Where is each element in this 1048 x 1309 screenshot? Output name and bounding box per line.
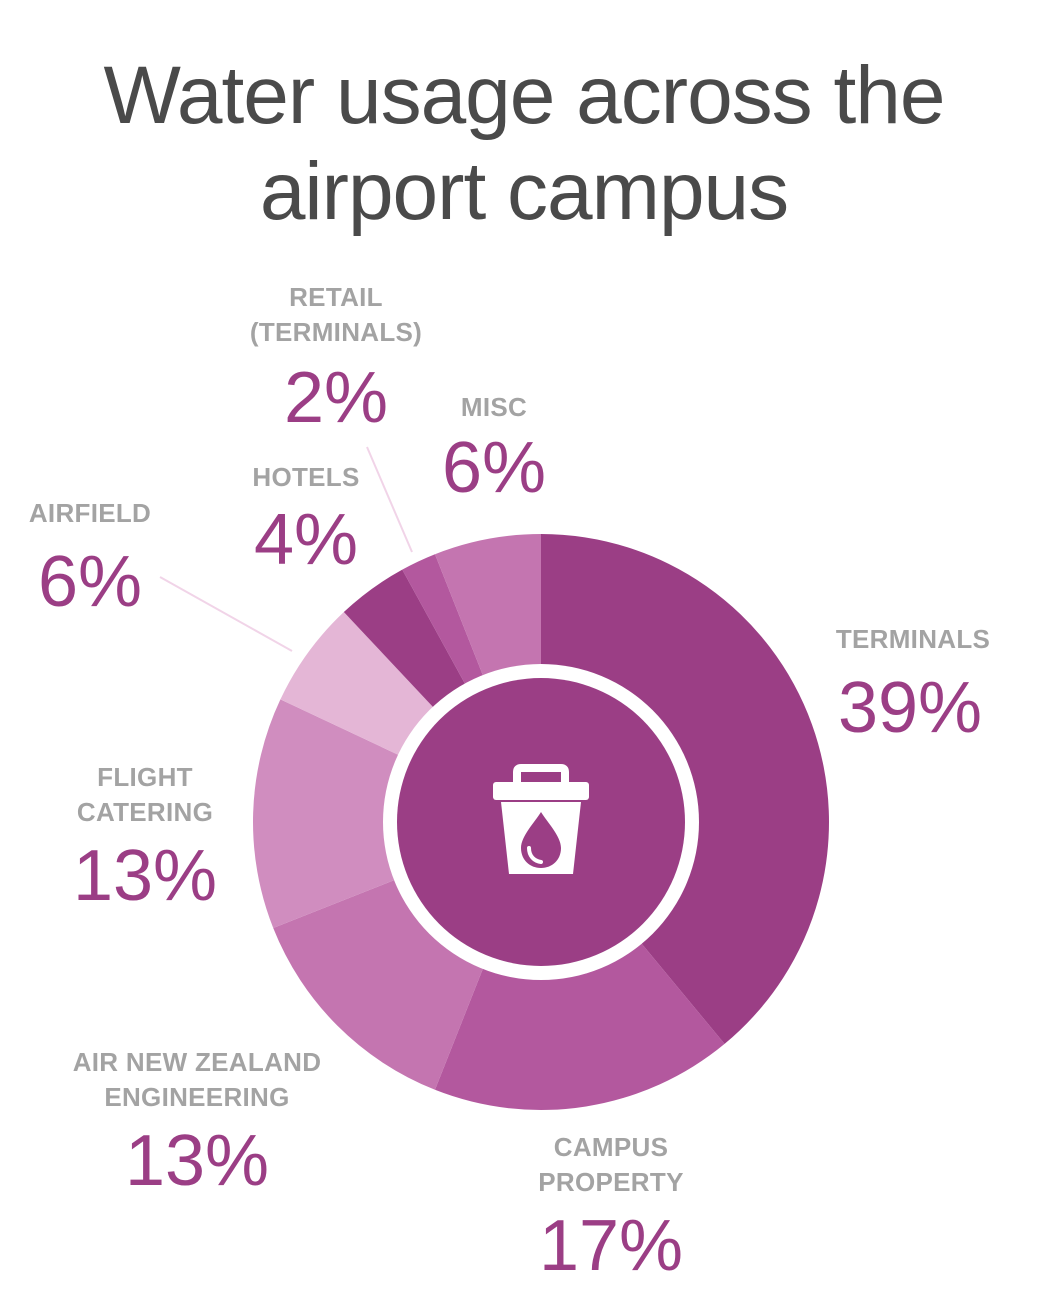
label-line: MISC xyxy=(460,392,528,422)
label-line: FLIGHT xyxy=(97,762,193,792)
label-line: HOTELS xyxy=(252,462,360,492)
slice-retail-terminals xyxy=(402,554,489,698)
label-line: (TERMINALS) xyxy=(249,317,423,347)
label-line: RETAIL xyxy=(289,282,383,312)
label-line: AIRFIELD xyxy=(28,498,152,528)
slice-hotels xyxy=(343,569,473,719)
label-hotels: HOTELS xyxy=(252,460,359,495)
chart-title-line-2: airport campus xyxy=(259,146,789,237)
leader-line-retail-terminals xyxy=(366,446,413,553)
percent-hotels: 4% xyxy=(253,500,359,580)
bucket-water-drop-icon xyxy=(493,764,589,874)
percent-flight-catering: 13% xyxy=(72,836,218,916)
slice-misc xyxy=(434,534,541,690)
slice-flight-catering xyxy=(252,699,413,929)
percent-air-nz-engineering: 13% xyxy=(124,1121,270,1201)
label-line: CATERING xyxy=(76,797,214,827)
label-line: ENGINEERING xyxy=(104,1082,290,1112)
chart-title-line-1: Water usage across the xyxy=(103,50,946,141)
label-misc: MISC xyxy=(461,390,527,425)
leader-lines xyxy=(159,446,413,652)
slice-airfield xyxy=(280,612,444,762)
leader-line-airfield xyxy=(159,576,293,652)
percent-airfield: 6% xyxy=(37,542,143,622)
label-line: AIR NEW ZEALAND xyxy=(72,1047,322,1077)
label-terminals: TERMINALS xyxy=(836,622,990,657)
chart-title: Water usage across the airport campus xyxy=(0,48,1048,240)
percent-misc: 6% xyxy=(441,428,547,508)
percent-campus-property: 17% xyxy=(538,1206,684,1286)
label-flight-catering: FLIGHT CATERING xyxy=(77,760,213,830)
label-retail-terminals: RETAIL (TERMINALS) xyxy=(250,280,422,350)
label-line: TERMINALS xyxy=(835,624,991,654)
label-airfield: AIRFIELD xyxy=(29,496,151,531)
label-line: PROPERTY xyxy=(538,1167,684,1197)
label-campus-property: CAMPUS PROPERTY xyxy=(538,1130,683,1200)
label-line: CAMPUS xyxy=(553,1132,669,1162)
percent-retail-terminals: 2% xyxy=(283,358,389,438)
label-air-nz-engineering: AIR NEW ZEALAND ENGINEERING xyxy=(73,1045,322,1115)
percent-terminals: 39% xyxy=(837,668,983,748)
